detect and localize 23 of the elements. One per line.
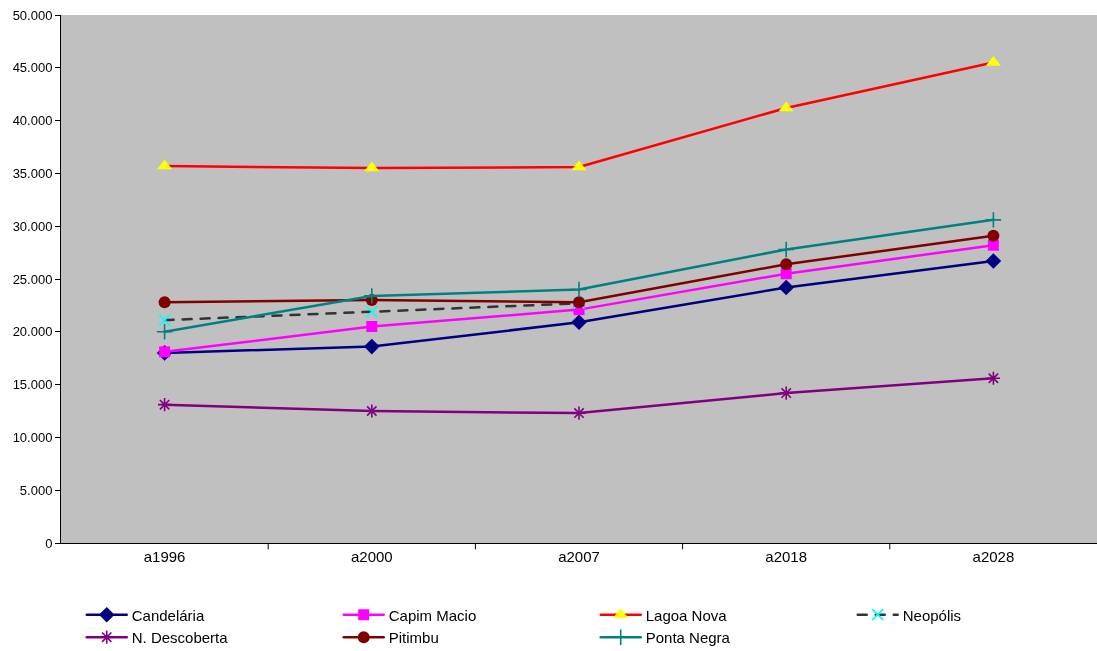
legend-label: Candelária: [131, 606, 205, 624]
x-tick-label: a2028: [972, 548, 1015, 565]
x-tick-label: a1996: [143, 548, 186, 565]
y-tick-label: 15.000: [12, 377, 53, 393]
y-tick-label: 35.000: [12, 165, 53, 181]
y-tick-label: 20.000: [12, 324, 53, 340]
legend-label: Ponta Negra: [645, 629, 731, 647]
y-tick-label: 45.000: [12, 60, 53, 76]
legend-label: N. Descoberta: [131, 629, 229, 647]
y-tick-label: 10.000: [12, 429, 53, 445]
y-tick-label: 5.000: [19, 482, 53, 498]
y-tick-label: 50.000: [12, 7, 53, 23]
legend-label: Capim Macio: [388, 606, 477, 624]
legend-label: Lagoa Nova: [645, 606, 728, 624]
y-tick-label: 40.000: [12, 113, 53, 129]
legend-label: Neopólis: [902, 606, 962, 624]
y-tick-label: 25.000: [12, 271, 53, 287]
y-tick-label: 0: [45, 535, 53, 551]
x-tick-label: a2018: [765, 548, 808, 565]
y-tick-label: 30.000: [12, 218, 53, 234]
legend-label: Pitimbu: [388, 629, 439, 647]
x-tick-label: a2000: [350, 548, 393, 565]
x-tick-label: a2007: [558, 548, 600, 565]
